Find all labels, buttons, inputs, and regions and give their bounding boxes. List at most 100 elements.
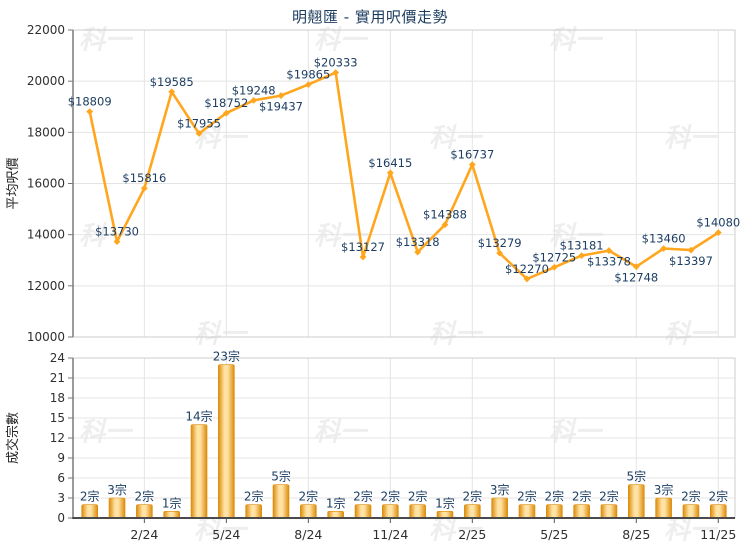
bar [546, 504, 563, 519]
page-title: 明翹匯 - 實用呎價走勢 [292, 8, 448, 26]
bar [81, 504, 98, 519]
bar-label: 2宗 [80, 489, 100, 504]
y-tick-label: 12000 [27, 279, 65, 293]
y-tick-label: 15 [50, 411, 65, 425]
point-label: $13181 [560, 239, 604, 253]
bar-label: 2宗 [353, 489, 373, 504]
bar [464, 504, 481, 519]
line-point [605, 247, 613, 254]
point-label: $13279 [478, 236, 522, 250]
bar-label: 2宗 [135, 489, 155, 504]
x-tick-label: 5/24 [212, 527, 240, 542]
bar-label: 14宗 [185, 409, 212, 424]
line-point [468, 161, 476, 169]
y-axis-title: 成交宗數 [5, 412, 21, 464]
bar [300, 504, 317, 519]
y-tick-label: 0 [57, 511, 65, 525]
point-label: $18809 [68, 95, 112, 109]
point-label: $13378 [587, 255, 631, 269]
point-label: $12270 [505, 262, 549, 276]
y-tick-label: 18 [50, 391, 65, 405]
point-label: $15816 [122, 171, 166, 185]
y-tick-label: 21 [50, 371, 65, 385]
bar [354, 504, 372, 519]
bar-label: 2宗 [381, 489, 401, 504]
line-point [632, 263, 640, 271]
bar [245, 504, 262, 519]
line-point [578, 252, 586, 260]
bar-label: 3宗 [654, 482, 674, 497]
line-point [687, 246, 695, 254]
point-label: $14388 [423, 208, 467, 222]
bar-label: 2宗 [708, 489, 728, 504]
y-tick-label: 9 [57, 451, 65, 465]
line-point [496, 249, 504, 257]
x-tick-label: 11/24 [372, 527, 408, 542]
point-label: $19437 [259, 100, 303, 114]
y-tick-label: 14000 [27, 228, 65, 242]
line-point [277, 92, 285, 99]
line-point [386, 169, 394, 177]
bar-label: 1宗 [326, 495, 346, 510]
bar-label: 1宗 [162, 495, 182, 510]
bar-label: 2宗 [599, 489, 619, 504]
point-label: $19248 [232, 83, 276, 97]
bar-label: 5宗 [271, 469, 291, 484]
point-label: $19585 [150, 75, 194, 89]
line-point [222, 109, 230, 117]
line-point [660, 245, 668, 252]
line-point [113, 238, 121, 245]
point-label: $13397 [669, 254, 713, 268]
line-point [523, 275, 531, 283]
line-point [550, 263, 558, 271]
y-tick-label: 10000 [27, 330, 65, 344]
point-label: $14080 [696, 216, 740, 230]
y-tick-label: 16000 [27, 177, 65, 191]
point-label: $13460 [642, 231, 686, 245]
line-point [714, 229, 722, 237]
y-tick-label: 6 [57, 471, 65, 485]
y-tick-label: 20000 [27, 74, 65, 88]
bar [382, 504, 399, 519]
point-label: $12748 [614, 271, 658, 285]
point-label: $17955 [177, 116, 221, 130]
bar [709, 504, 727, 519]
bar-label: 3宗 [490, 482, 510, 497]
bar-label: 2宗 [244, 489, 264, 504]
x-tick-label: 8/25 [622, 527, 650, 542]
x-tick-label: 2/24 [130, 527, 158, 542]
bar [491, 497, 508, 519]
y-axis-title: 平均呎價 [6, 157, 21, 209]
bar [409, 504, 426, 519]
bar-label: 1宗 [435, 495, 455, 510]
x-tick-label: 8/24 [294, 527, 322, 542]
x-tick-label: 2/25 [458, 527, 486, 542]
y-tick-label: 22000 [27, 23, 65, 37]
line-point [414, 248, 422, 256]
y-tick-label: 3 [57, 491, 65, 505]
point-label: $19865 [286, 68, 330, 82]
bar-label: 2宗 [544, 489, 564, 504]
bar [600, 504, 618, 519]
line-point [140, 184, 148, 192]
bar-label: 2宗 [408, 489, 428, 504]
line-point [195, 130, 203, 137]
point-label: $13730 [95, 225, 139, 239]
bar-label: 2宗 [299, 489, 319, 504]
y-tick-label: 18000 [27, 125, 65, 139]
bar [518, 504, 536, 519]
y-tick-label: 12 [50, 431, 65, 445]
line-point [359, 253, 367, 261]
point-label: $13318 [396, 235, 440, 249]
bar-label: 2宗 [681, 489, 701, 504]
price-line [88, 71, 720, 281]
x-tick-label: 11/25 [700, 527, 736, 542]
bar-label: 2宗 [572, 489, 592, 504]
bar-label: 23宗 [213, 349, 240, 364]
line-point [441, 221, 449, 229]
bar [136, 504, 153, 519]
line-point [250, 97, 258, 104]
bar-label: 5宗 [626, 469, 646, 484]
